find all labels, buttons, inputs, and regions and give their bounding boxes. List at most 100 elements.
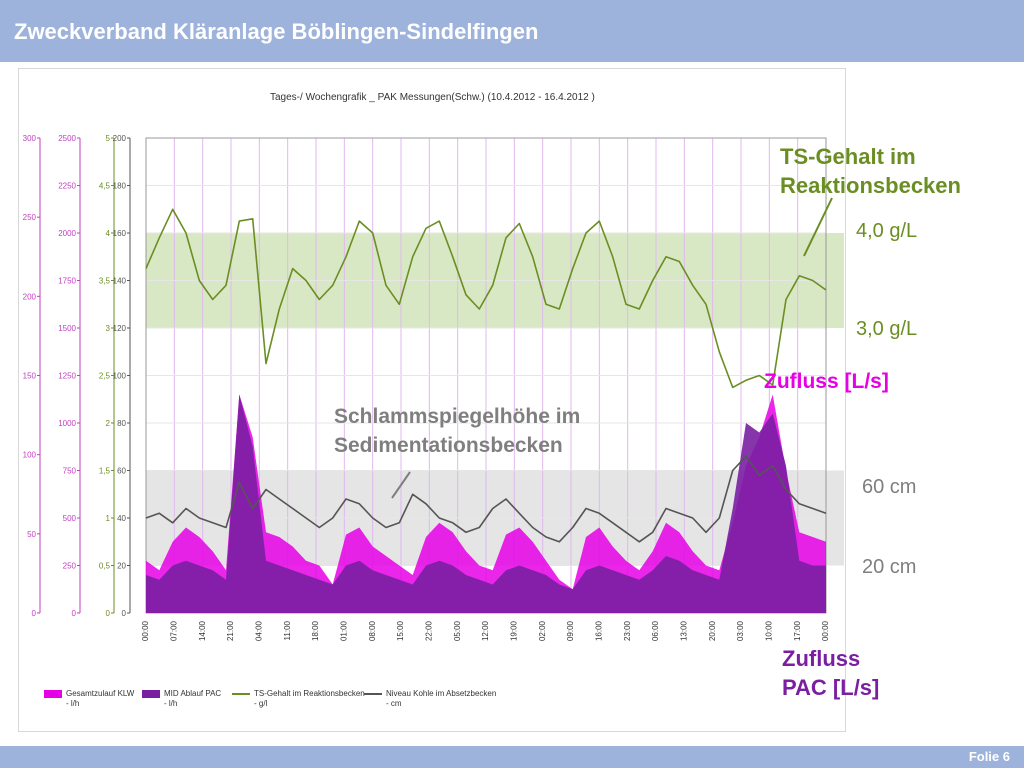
legend-swatch [44, 690, 62, 698]
x-tick-label: 11:00 [283, 620, 292, 640]
legend-unit: - cm [386, 699, 402, 708]
legend-swatch [142, 690, 160, 698]
axis-l2-tick-label: 500 [63, 514, 77, 523]
axis-l3-tick-label: 2,5 [99, 372, 111, 381]
axis-l4-tick-label: 160 [113, 229, 127, 238]
niveau-lower-label: 20 cm [862, 556, 917, 578]
x-tick-label: 15:00 [396, 620, 405, 641]
footer-bar [0, 746, 1024, 768]
axis-l1-tick-label: 0 [32, 609, 37, 618]
axis-l2-tick-label: 2000 [58, 229, 76, 238]
axis-l3-tick-label: 2 [106, 419, 111, 428]
x-tick-label: 22:00 [424, 620, 433, 641]
ts-annotation-line2: Reaktionsbecken [780, 173, 961, 198]
x-tick-label: 04:00 [254, 620, 263, 641]
x-tick-label: 06:00 [651, 620, 660, 641]
axis-l2-tick-label: 750 [63, 467, 77, 476]
axis-l3-tick-label: 1,5 [99, 467, 111, 476]
pac-annotation-line1: Zufluss [782, 646, 861, 671]
ts-pointer [803, 197, 833, 257]
slide-title: Zweckverband Kläranlage Böblingen-Sindel… [14, 19, 539, 44]
x-tick-label: 07:00 [169, 620, 178, 641]
pointers [391, 197, 833, 499]
chart-title: Tages-/ Wochengrafik _ PAK Messungen(Sch… [270, 92, 595, 103]
ts-upper-label: 4,0 g/L [856, 220, 918, 242]
x-tick-label: 03:00 [736, 620, 745, 641]
legend-unit: - l/h [164, 699, 177, 708]
areas [146, 394, 826, 613]
axis-l3-tick-label: 1 [106, 514, 111, 523]
x-tick-label: 02:00 [538, 620, 547, 641]
axis-l3-tick-label: 3,5 [99, 277, 111, 286]
axis-l4-tick-label: 140 [113, 277, 127, 286]
axis-l4-tick-label: 40 [117, 514, 126, 523]
series-line-niveau [145, 455, 827, 543]
x-tick-label: 08:00 [368, 620, 377, 641]
legend-label: Gesamtzulauf KLW [66, 689, 135, 698]
axis-l1-tick-label: 200 [23, 292, 37, 301]
axis-l4-tick-label: 0 [122, 609, 127, 618]
ts-annotation: TS-Gehalt im Reaktionsbecken [780, 142, 961, 200]
axis-l4-tick-label: 80 [117, 419, 126, 428]
axis-l3-tick-label: 4,5 [99, 182, 111, 191]
x-tick-label: 20:00 [708, 620, 717, 641]
axis-l4-tick-label: 120 [113, 324, 127, 333]
x-tick-label: 09:00 [566, 620, 575, 641]
axis-l2-tick-label: 1750 [58, 277, 76, 286]
x-tick-label: 00:00 [141, 620, 150, 641]
axis-l4-tick-label: 100 [113, 372, 127, 381]
axes: 0 50 100 150 200 250 3 0 0 0 250 500 750 1000 1250 1500… [23, 134, 131, 618]
x-ticks: 00:00 07:00 14:00 21:00 04:00 11:00 18:00 01:00… [141, 620, 830, 641]
ts-annotation-line1: TS-Gehalt im [780, 144, 916, 169]
schlamm-annotation: Schlammspiegelhöhe im Sedimentationsbeck… [334, 402, 580, 460]
axis-l3-tick-label: 5 [106, 134, 111, 143]
x-tick-label: 18:00 [311, 620, 320, 641]
axis-l3-tick-label: 3 [106, 324, 111, 333]
schlamm-annotation-line1: Schlammspiegelhöhe im [334, 405, 581, 428]
lines [145, 208, 827, 543]
axis-l4-tick-label: 20 [117, 562, 126, 571]
niveau-upper-label: 60 cm [862, 476, 917, 498]
axis-l4-tick-label: 180 [113, 182, 127, 191]
axis-l4-tick-label: 60 [117, 467, 126, 476]
axis-l2-tick-label: 1500 [58, 324, 76, 333]
axis-l2-tick-label: 250 [63, 562, 77, 571]
axis-l3-tick-label: 0 [106, 609, 111, 618]
pac-annotation: Zufluss PAC [L/s] [782, 644, 879, 702]
legend-unit: - g/l [254, 699, 268, 708]
axis-l3-tick-label: 0,5 [99, 562, 111, 571]
x-tick-label: 10:00 [764, 620, 773, 641]
axis-l4-tick-label: 200 [113, 134, 127, 143]
x-tick-label: 14:00 [198, 620, 207, 641]
series-area-pac [146, 394, 826, 613]
axis-l2-tick-label: 2250 [58, 182, 76, 191]
ts-lower-label: 3,0 g/L [856, 318, 918, 340]
x-tick-label: 23:00 [623, 620, 632, 641]
zufluss-annotation: Zufluss [L/s] [764, 370, 889, 393]
schlamm-pointer [391, 471, 411, 499]
series-line-ts [145, 208, 827, 389]
x-tick-label: 00:00 [821, 620, 830, 641]
axis-l1-tick-label: 150 [23, 372, 37, 381]
schlamm-annotation-line2: Sedimentationsbecken [334, 434, 563, 457]
series-area-zufluss [146, 394, 826, 613]
axis-l2-tick-label: 1250 [58, 372, 76, 381]
axis-l1-tick-label: 50 [27, 530, 36, 539]
legend-label: MID Ablauf PAC [164, 689, 221, 698]
slide-number: Folie 6 [968, 749, 1010, 764]
pac-annotation-line2: PAC [L/s] [782, 675, 880, 700]
title-bar [0, 0, 1024, 62]
axis-l1-tick-label: 100 [23, 451, 37, 460]
axis-l3-tick-label: 4 [106, 229, 111, 238]
axis-l2-tick-label: 0 [72, 609, 77, 618]
x-tick-label: 05:00 [453, 620, 462, 641]
legend-label: TS-Gehalt im Reaktionsbecken [254, 689, 365, 698]
x-tick-label: 01:00 [339, 620, 348, 641]
legend-label: Niveau Kohle im Absetzbecken [386, 689, 496, 698]
axis-l2-tick-label: 2500 [58, 134, 76, 143]
x-tick-label: 12:00 [481, 620, 490, 641]
axis-l2-tick-label: 1000 [58, 419, 76, 428]
axis-l1-tick-label: 250 [23, 213, 37, 222]
